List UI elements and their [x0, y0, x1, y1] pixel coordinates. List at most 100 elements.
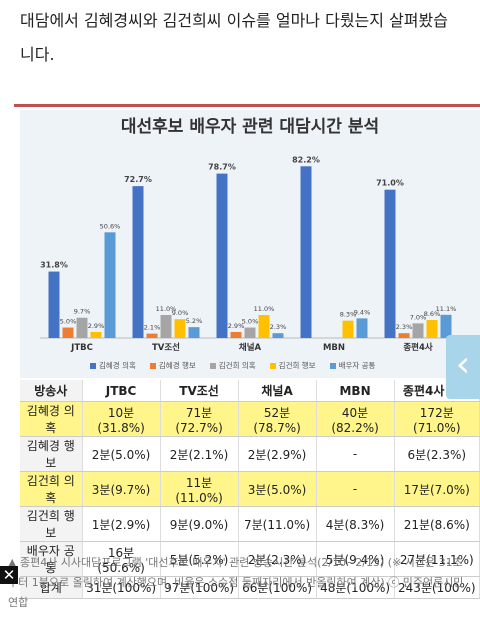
- table-cell: 5분(9.4%): [316, 541, 395, 577]
- table-row: 배우자 공통 16분(50.6%) 5분(5.2%) 2분(2.3%) 5분(9.4%)…: [20, 541, 480, 577]
- legend-swatch: [209, 362, 216, 369]
- close-icon[interactable]: ✕: [0, 566, 18, 584]
- table-cell: 2분(2.9%): [238, 436, 317, 472]
- table-row: 합계 31분(100%) 97분(100%) 66분(100%) 48분(100%) 24…: [20, 576, 480, 599]
- table-cell: 5분(5.2%): [160, 541, 239, 577]
- bar: [146, 333, 158, 338]
- bar: [258, 315, 270, 338]
- data-label: 72.7%: [124, 175, 152, 184]
- table-cell: 2분(5.0%): [82, 436, 161, 472]
- category-label: MBN: [323, 343, 345, 353]
- chart-title: 대선후보 배우자 관련 대담시간 분석: [120, 117, 380, 137]
- data-table: 방송사 JTBC TV조선 채널A MBN 종편4사 종합 김혜경 의혹 10분(…: [20, 380, 480, 599]
- bar: [48, 271, 60, 338]
- table-header-cell: MBN: [316, 380, 395, 402]
- table-cell: 2분(2.1%): [160, 436, 239, 472]
- table-cell: 48분(100%): [316, 576, 395, 599]
- table-row-label: 김혜경 의혹: [20, 401, 83, 437]
- table-cell: 97분(100%): [160, 576, 239, 599]
- table-cell: 3분(9.7%): [82, 471, 161, 507]
- legend-swatch: [90, 362, 96, 369]
- table-cell: 52분(78.7%): [238, 401, 317, 437]
- legend-swatch: [329, 362, 336, 369]
- legend-label: 김혜경 행보: [158, 361, 196, 370]
- data-label: 2.3%: [270, 323, 287, 331]
- legend-swatch: [149, 362, 156, 369]
- legend-item: 김혜경 의혹: [90, 360, 136, 371]
- bar: [104, 232, 116, 338]
- table-cell: 7분(11.0%): [238, 506, 317, 542]
- table-row-label: 김건희 행보: [20, 506, 83, 542]
- data-label: 78.7%: [208, 163, 236, 172]
- bar: [174, 319, 186, 338]
- table-row-label: 배우자 공통: [20, 541, 83, 577]
- table-cell: 2분(2.3%): [238, 541, 317, 577]
- bar: [230, 331, 242, 338]
- bar: [62, 327, 74, 338]
- bar: [244, 327, 256, 338]
- table-header-row: 방송사 JTBC TV조선 채널A MBN 종편4사 종합: [20, 380, 480, 402]
- table-cell: 3분(5.0%): [238, 471, 317, 507]
- category-label: 채널A: [239, 342, 262, 353]
- legend-label: 배우자 공통: [338, 361, 376, 370]
- legend-item: 김혜경 행보: [149, 360, 196, 371]
- table-row: 김건희 의혹 3분(9.7%) 11분(11.0%) 3분(5.0%) -17분(7.0…: [20, 471, 480, 507]
- table-header-cell: 채널A: [238, 380, 317, 402]
- table-cell: 6분(2.3%): [394, 436, 480, 472]
- data-label: 5.0%: [242, 318, 259, 326]
- category-label: TV조선: [152, 342, 180, 353]
- data-label: 82.2%: [292, 155, 320, 164]
- table-cell: 17분(7.0%): [394, 471, 480, 507]
- data-label: 8.3%: [340, 311, 357, 319]
- data-label: 7.0%: [410, 313, 427, 321]
- image-caption: ▲ 종편4사 시사대담프로그램 '대선후보 배우자' 관련 방송시간 분석(2/…: [8, 556, 464, 609]
- legend-label: 김건희 행보: [278, 361, 316, 370]
- data-label: 71.0%: [376, 179, 404, 188]
- data-label: 2.1%: [144, 324, 161, 332]
- legend-label: 김건희 의혹: [218, 361, 256, 370]
- bar: [160, 315, 172, 338]
- legend-item: 김건희 행보: [269, 360, 316, 371]
- data-label: 9.0%: [172, 309, 189, 317]
- table-row: 김혜경 행보 2분(5.0%) 2분(2.1%) 2분(2.9%) -6분(2.3%): [20, 436, 480, 472]
- table-cell: 21분(8.6%): [394, 506, 480, 542]
- table-cell: 9분(9.0%): [160, 506, 239, 542]
- data-label: 2.9%: [88, 322, 105, 330]
- data-label: 50.6%: [100, 222, 121, 230]
- bar: [272, 333, 284, 338]
- table-cell: 40분(82.2%): [316, 401, 395, 437]
- data-label: 2.9%: [228, 322, 245, 330]
- table-cell: 10분(31.8%): [82, 401, 161, 437]
- table-cell: 1분(2.9%): [82, 506, 161, 542]
- side-tab-prev-button[interactable]: ‹: [446, 335, 480, 399]
- figure-top-rule: [14, 104, 480, 107]
- table-cell: -: [316, 471, 395, 507]
- category-label: 종편4사: [403, 342, 433, 353]
- table-cell: 4분(8.3%): [316, 506, 395, 542]
- data-label: 11.0%: [254, 305, 275, 313]
- data-label: 5.2%: [186, 317, 203, 325]
- legend-item: 배우자 공통: [329, 360, 376, 371]
- table-row-label: 합계: [20, 576, 83, 599]
- bar: [76, 317, 88, 338]
- legend-item: 김건희 의혹: [209, 360, 256, 371]
- table-cell: 71분(72.7%): [160, 401, 239, 437]
- data-label: 2.3%: [396, 323, 413, 331]
- table-cell: 243분(100%): [394, 576, 480, 599]
- bar: [356, 318, 368, 338]
- table-row: 김건희 행보 1분(2.9%) 9분(9.0%) 7분(11.0%) 4분(8.3%) 2…: [20, 506, 480, 542]
- table-header-cell: JTBC: [82, 380, 161, 402]
- bar: [216, 173, 228, 338]
- bar: [342, 320, 354, 338]
- bar: [90, 331, 102, 338]
- table-cell: 11분(11.0%): [160, 471, 239, 507]
- data-label: 9.7%: [74, 308, 91, 316]
- legend-label: 김혜경 의혹: [99, 361, 136, 370]
- article-paragraph: 대담에서 김혜경씨와 김건희씨 이슈를 얼마나 다뤘는지 살펴봤습니다.: [20, 11, 448, 64]
- bar: [188, 327, 200, 338]
- data-label: 11.0%: [156, 305, 177, 313]
- bar: [440, 314, 452, 338]
- bar: [132, 186, 144, 338]
- table-cell: -: [316, 436, 395, 472]
- table-header-cell: TV조선: [160, 380, 239, 402]
